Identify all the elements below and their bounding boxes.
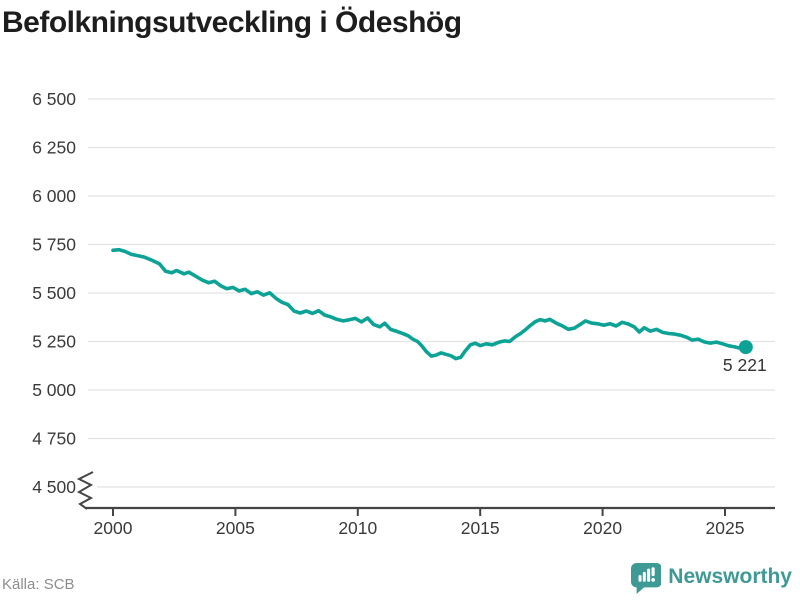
population-line bbox=[111, 247, 748, 361]
exclamation-bar-icon bbox=[651, 566, 656, 576]
source-note: Källa: SCB bbox=[2, 576, 75, 593]
end-point-dot bbox=[738, 340, 753, 355]
bar-icon-small bbox=[638, 574, 642, 582]
x-axis-tick-label: 2010 bbox=[338, 518, 377, 538]
y-axis-tick-label: 4 500 bbox=[32, 477, 76, 497]
x-axis-tick-label: 2020 bbox=[583, 518, 622, 538]
y-axis-break-icon bbox=[76, 471, 94, 510]
y-axis-tick-label: 5 000 bbox=[32, 380, 76, 400]
y-axis-tick-label: 5 750 bbox=[32, 235, 76, 255]
y-axis-tick-label: 6 250 bbox=[32, 138, 76, 158]
x-axis-tick-label: 2000 bbox=[94, 518, 133, 538]
newsworthy-bubble-chart-icon bbox=[631, 562, 662, 594]
speech-bubble-shape bbox=[631, 562, 662, 594]
y-axis-tick-label: 6 000 bbox=[32, 186, 76, 206]
x-axis-tick-label: 2005 bbox=[216, 518, 255, 538]
y-axis-tick-label: 5 250 bbox=[32, 332, 76, 352]
y-axis-tick-label: 5 500 bbox=[32, 283, 76, 303]
bar-icon-tall bbox=[647, 568, 651, 582]
population-line-chart: 6 500 6 250 6 000 5 750 5 500 5 250 5 000 4 750… bbox=[32, 89, 775, 538]
y-axis-tick-label: 4 750 bbox=[32, 429, 76, 449]
brand-name: Newsworthy bbox=[668, 565, 792, 588]
newsworthy-logo: Newsworthy bbox=[631, 560, 792, 594]
x-axis-tick-label: 2025 bbox=[706, 518, 745, 538]
x-axis-tick-label: 2015 bbox=[461, 518, 500, 538]
page-title: Befolkningsutveckling i Ödeshög bbox=[2, 6, 462, 39]
bar-icon-medium bbox=[643, 571, 647, 582]
end-value-label: 5 221 bbox=[723, 355, 767, 375]
exclamation-dot-icon bbox=[651, 577, 656, 582]
y-axis-tick-label: 6 500 bbox=[32, 89, 76, 109]
